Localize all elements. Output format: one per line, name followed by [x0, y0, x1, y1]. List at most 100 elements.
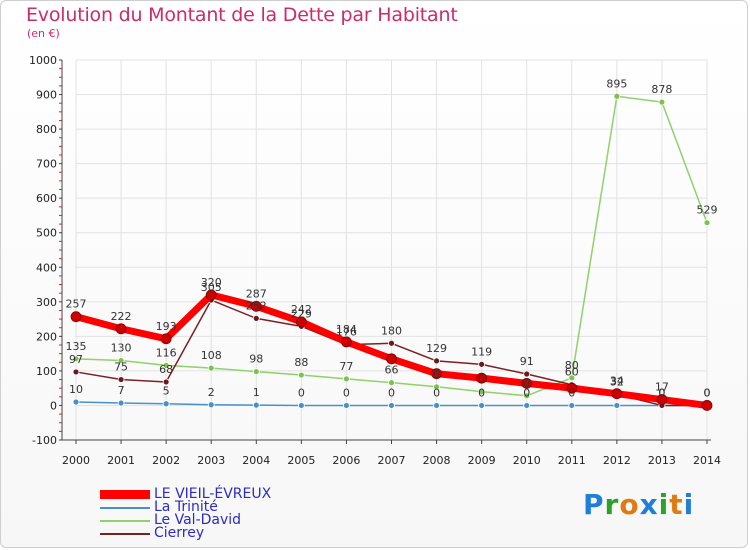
data-point [478, 388, 486, 396]
x-tick-label: 2010 [513, 454, 541, 467]
data-point [433, 402, 440, 409]
data-label: 1 [253, 386, 260, 399]
data-point [613, 402, 621, 409]
data-label: 130 [111, 342, 132, 355]
y-tick-label: 400 [36, 261, 57, 274]
data-point [72, 368, 80, 376]
data-label: 108 [201, 349, 222, 362]
data-point [72, 398, 80, 406]
x-tick-label: 2006 [332, 454, 360, 467]
data-point [523, 402, 531, 409]
legend-swatch [100, 506, 150, 509]
data-label: 222 [111, 310, 132, 323]
data-point [433, 383, 440, 391]
x-tick-label: 2013 [648, 454, 676, 467]
data-label: 88 [294, 356, 308, 369]
data-label: 75 [114, 361, 128, 374]
data-label: 97 [69, 353, 83, 366]
data-label: 529 [697, 204, 718, 217]
data-point [117, 376, 125, 383]
legend-label: Cierrey [154, 525, 205, 541]
legend-item: LE VIEIL-ÉVREUX [100, 486, 272, 502]
legend: LE VIEIL-ÉVREUX La Trinité Le Val-David … [100, 486, 272, 541]
data-point [207, 364, 215, 372]
data-label: 0 [433, 386, 440, 399]
y-tick-label: 0 [50, 399, 57, 412]
data-point [566, 382, 578, 394]
data-point [117, 357, 125, 364]
data-point [388, 402, 395, 409]
data-label: 193 [156, 320, 177, 333]
data-point [252, 401, 260, 409]
logo-letter: r [604, 488, 620, 521]
data-label: 66 [385, 364, 399, 377]
data-point [523, 392, 531, 400]
data-label: 895 [606, 77, 627, 90]
data-point [568, 374, 576, 382]
data-label: 878 [651, 83, 672, 96]
data-label: 17 [655, 381, 669, 394]
data-point [523, 370, 531, 378]
y-tick-label: 1000 [29, 54, 57, 67]
legend-swatch [100, 519, 150, 522]
unit-label: (en €) [27, 27, 60, 40]
data-label: 287 [246, 287, 267, 300]
data-point [388, 339, 395, 347]
data-point [478, 402, 486, 409]
data-label: 305 [201, 281, 222, 294]
data-label: 10 [69, 383, 83, 396]
x-tick-label: 2001 [107, 454, 135, 467]
x-tick-label: 2003 [197, 454, 225, 467]
data-point [160, 333, 172, 345]
x-tick-label: 2008 [423, 454, 451, 467]
legend-item: La Trinité [100, 500, 271, 514]
data-label: 0 [298, 386, 305, 399]
data-point [115, 323, 127, 335]
data-point [433, 357, 440, 365]
data-label: 0 [658, 386, 665, 399]
x-tick-label: 2007 [378, 454, 406, 467]
data-label: 60 [565, 366, 579, 379]
data-label: 0 [433, 368, 440, 381]
logo-letter: o [619, 488, 640, 521]
data-point [295, 316, 307, 328]
data-label: 68 [159, 363, 173, 376]
data-point [117, 399, 125, 407]
data-label: 0 [478, 373, 485, 386]
data-point [343, 402, 350, 409]
legend-label: LE VIEIL-ÉVREUX [154, 486, 272, 502]
y-tick-label: 500 [36, 227, 57, 240]
data-point [341, 336, 352, 348]
data-label: 5 [163, 385, 170, 398]
legend-swatch [100, 490, 150, 499]
y-tick-label: 700 [36, 158, 57, 171]
data-label: 91 [520, 355, 534, 368]
data-point [72, 355, 80, 363]
data-point [431, 368, 442, 380]
data-point [162, 400, 170, 408]
data-label: 184 [336, 323, 357, 336]
legend-swatch [100, 532, 150, 535]
logo-letter: x [639, 488, 659, 521]
data-point [611, 388, 623, 400]
y-tick-label: 300 [36, 296, 57, 309]
data-label: 2 [208, 386, 215, 399]
data-label: 0 [704, 386, 711, 399]
y-tick-label: 800 [36, 123, 57, 136]
data-point [701, 400, 713, 411]
data-label: 257 [66, 298, 87, 311]
logo-letter: t [669, 488, 684, 521]
data-point [521, 377, 533, 389]
data-label: 135 [66, 340, 87, 353]
data-label: 7 [118, 384, 125, 397]
data-point [70, 311, 82, 323]
data-point [207, 401, 215, 409]
data-point [250, 300, 262, 312]
x-tick-label: 2011 [558, 454, 586, 467]
data-label: 0 [523, 386, 530, 399]
data-point [343, 375, 350, 383]
data-point [388, 379, 395, 387]
y-tick-label: 900 [36, 89, 57, 102]
x-tick-label: 2002 [152, 454, 180, 467]
data-label: 252 [246, 299, 267, 312]
